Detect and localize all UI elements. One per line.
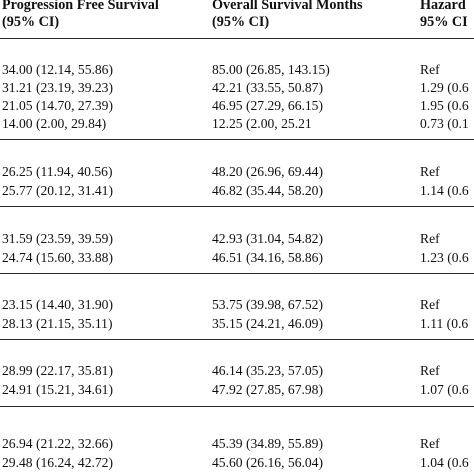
header-os: Overall Survival Months (95% CI) [212,0,363,31]
hr-cell: 0.73 (0.1 [420,116,469,131]
os-cell: 85.00 (26.85, 143.15) [212,62,330,77]
os-cell: 46.14 (35.23, 57.05) [212,363,324,378]
hr-cell: 1.04 (0.6 [420,455,469,470]
pfs-cell: 28.99 (22.17, 35.81) [2,363,114,378]
pfs-cell: 26.25 (11.94, 40.56) [2,164,113,179]
hr-cell: Ref [420,363,440,378]
os-cell: 42.93 (31.04, 54.82) [212,231,324,246]
header-pfs-line2: (95% CI) [2,14,60,30]
group-rule [0,406,474,408]
pfs-cell: 31.59 (23.59, 39.59) [2,231,114,246]
pfs-cell: 25.77 (20.12, 31.41) [2,183,114,198]
hr-cell: 1.07 (0.6 [420,382,469,397]
group-rule [0,339,474,341]
os-cell: 46.82 (35.44, 58.20) [212,183,324,198]
hr-cell: 1.95 (0.6 [420,98,469,113]
pfs-cell: 26.94 (21.22, 32.66) [2,436,114,451]
os-cell: 46.95 (27.29, 66.15) [212,98,324,113]
os-cell: 47.92 (27.85, 67.98) [212,382,324,397]
pfs-cell: 29.48 (16.24, 42.72) [2,455,114,470]
os-cell: 42.21 (33.55, 50.87) [212,80,324,95]
pfs-cell: 24.74 (15.60, 33.88) [2,250,114,265]
os-cell: 53.75 (39.98, 67.52) [212,297,324,312]
os-cell: 48.20 (26.96, 69.44) [212,164,324,179]
os-cell: 45.60 (26.16, 56.04) [212,455,324,470]
hr-cell: Ref [420,231,440,246]
hr-cell: 1.29 (0.6 [420,80,469,95]
pfs-cell: 14.00 (2.00, 29.84) [2,116,107,131]
os-cell: 45.39 (34.89, 55.89) [212,436,324,451]
pfs-cell: 28.13 (21.15, 35.11) [2,316,113,331]
header-hr: Hazard 95% CI [420,0,468,31]
header-pfs: Progression Free Survival (95% CI) [2,0,159,31]
os-cell: 46.51 (34.16, 58.86) [212,250,324,265]
hr-cell: Ref [420,164,440,179]
pfs-cell: 23.15 (14.40, 31.90) [2,297,114,312]
hr-cell: 1.11 (0.6 [420,316,469,331]
group-rule [0,273,474,275]
header-rule [0,38,474,40]
header-pfs-line1: Progression Free Survival [2,0,159,13]
pfs-cell: 31.21 (23.19, 39.23) [2,80,114,95]
header-os-line2: (95% CI) [212,14,270,30]
hr-cell: 1.23 (0.6 [420,250,469,265]
pfs-cell: 24.91 (15.21, 34.61) [2,382,114,397]
header-hr-line2: 95% CI [420,14,468,30]
os-cell: 35.15 (24.21, 46.09) [212,316,324,331]
group-rule [0,206,474,208]
pfs-cell: 21.05 (14.70, 27.39) [2,98,114,113]
pfs-cell: 34.00 (12.14, 55.86) [2,62,114,77]
group-rule [0,139,474,141]
os-cell: 12.25 (2.00, 25.21 [212,116,312,131]
header-os-line1: Overall Survival Months [212,0,363,13]
hr-cell: Ref [420,62,440,77]
header-hr-line1: Hazard [420,0,466,13]
hr-cell: Ref [420,297,440,312]
hr-cell: 1.14 (0.6 [420,183,469,198]
hr-cell: Ref [420,436,440,451]
